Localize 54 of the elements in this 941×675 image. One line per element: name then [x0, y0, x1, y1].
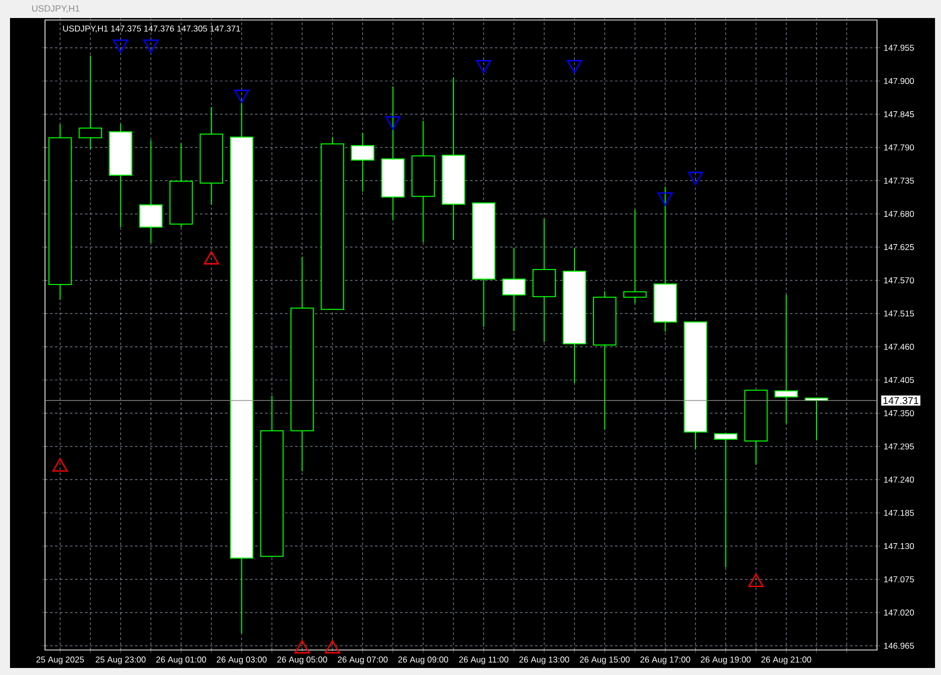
y-tick-label: 147.240	[884, 476, 914, 483]
point	[113, 40, 128, 53]
x-tick-label: 26 Aug 03:00	[216, 656, 267, 664]
y-tick-label: 147.625	[884, 244, 914, 250]
x-tick-label: 25 Aug 2025	[36, 656, 84, 664]
point	[294, 640, 310, 654]
point	[566, 60, 582, 74]
chart-title: USDJPY,H1	[32, 5, 80, 13]
point	[143, 40, 158, 53]
point	[234, 90, 250, 103]
y-tick-label: 147.845	[884, 111, 914, 118]
candlestick	[774, 294, 798, 424]
y-tick-label: 147.020	[884, 610, 914, 616]
x-tick-label: 26 Aug 17:00	[640, 656, 690, 664]
ref-line-label: 147.371	[883, 396, 918, 404]
point	[688, 172, 704, 186]
y-tick-label: 147.075	[884, 576, 914, 582]
x-tick-label: 26 Aug 07:00	[338, 656, 388, 664]
y-tick-label: 147.460	[884, 344, 914, 350]
y-tick-label: 146.965	[884, 642, 914, 649]
x-tick-label: 26 Aug 15:00	[580, 656, 630, 664]
candlestick	[139, 140, 163, 244]
y-tick-label: 147.790	[884, 144, 914, 150]
y-tick-label: 147.680	[884, 210, 914, 217]
x-tick-label: 26 Aug 11:00	[459, 656, 508, 664]
x-tick-label: 25 Aug 23:00	[96, 656, 146, 664]
y-tick-label: 147.570	[884, 277, 914, 284]
y-tick-label: 147.130	[884, 543, 914, 550]
point	[658, 192, 673, 206]
candlestick	[714, 433, 738, 568]
candlestick	[502, 247, 526, 332]
point	[324, 640, 340, 654]
y-tick-label: 147.185	[884, 510, 914, 516]
point	[476, 60, 492, 74]
y-tick-label: 147.295	[884, 443, 914, 450]
candlestick	[78, 55, 102, 150]
y-tick-label: 147.350	[884, 410, 914, 416]
x-tick-label: 26 Aug 19:00	[700, 656, 751, 664]
point	[52, 458, 68, 472]
y-tick-label: 147.900	[884, 78, 914, 84]
x-tick-label: 26 Aug 09:00	[398, 656, 448, 664]
y-tick-label: 147.735	[884, 178, 914, 184]
text: USDJPY,H1 147.375 147.376 147.305 147.371	[63, 26, 240, 33]
x-tick-label: 26 Aug 21:00	[761, 656, 812, 664]
point	[385, 116, 401, 130]
candlestick	[350, 132, 374, 192]
y-tick-label: 147.405	[884, 376, 914, 383]
x-tick-label: 26 Aug 01:00	[156, 656, 206, 664]
x-tick-label: 26 Aug 05:00	[277, 656, 328, 664]
y-tick-label: 147.515	[884, 310, 914, 317]
candlestick	[623, 209, 647, 304]
x-tick-label: 26 Aug 13:00	[519, 656, 570, 664]
y-tick-label: 147.955	[884, 44, 914, 51]
point	[748, 574, 764, 587]
